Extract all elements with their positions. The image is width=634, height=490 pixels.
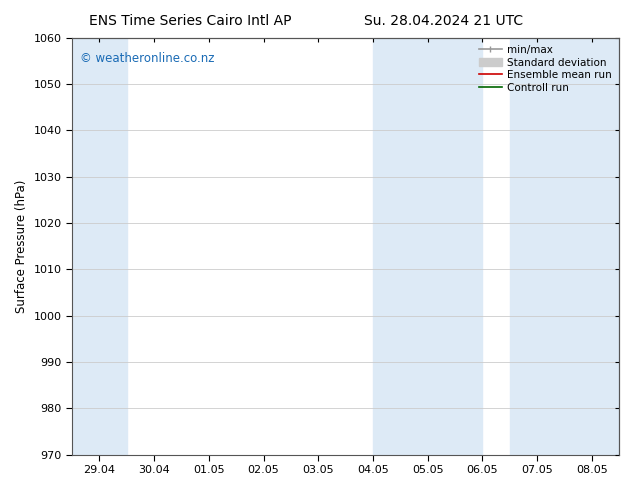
Legend: min/max, Standard deviation, Ensemble mean run, Controll run: min/max, Standard deviation, Ensemble me… xyxy=(475,41,616,97)
Bar xyxy=(72,38,127,455)
Text: Su. 28.04.2024 21 UTC: Su. 28.04.2024 21 UTC xyxy=(365,14,523,28)
Text: ENS Time Series Cairo Intl AP: ENS Time Series Cairo Intl AP xyxy=(89,14,292,28)
Text: © weatheronline.co.nz: © weatheronline.co.nz xyxy=(81,52,215,65)
Bar xyxy=(373,38,482,455)
Bar xyxy=(510,38,619,455)
Y-axis label: Surface Pressure (hPa): Surface Pressure (hPa) xyxy=(15,179,28,313)
